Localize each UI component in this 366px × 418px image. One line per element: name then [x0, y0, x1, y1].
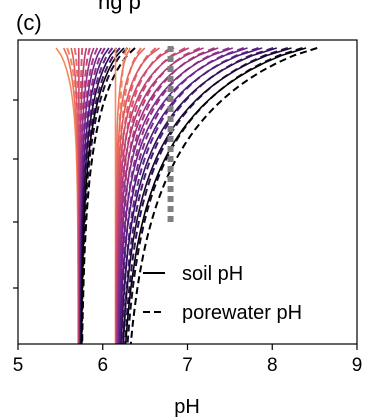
axes: 5 6 7 8 9 — [13, 99, 363, 376]
soil-curve — [120, 47, 278, 345]
legend-label: porewater pH — [182, 302, 302, 324]
panel-label: (c) — [16, 10, 42, 35]
x-tick-label: 9 — [352, 355, 363, 376]
soil-curve — [116, 47, 219, 345]
x-axis-label: pH — [174, 396, 200, 418]
top-text: ng p — [98, 0, 141, 14]
x-tick-label: 8 — [267, 355, 278, 376]
porewater-curve — [129, 47, 318, 345]
soil-curve — [124, 47, 307, 345]
plot-frame — [17, 39, 358, 345]
porewater-curve — [118, 47, 201, 345]
x-tick-label: 7 — [182, 355, 193, 376]
legend: soil pH porewater pH — [143, 263, 302, 324]
porewater-curve — [119, 47, 215, 345]
soil-curve — [122, 47, 292, 345]
top-text-group: ng p — [98, 0, 141, 14]
legend-label: soil pH — [182, 263, 243, 285]
soil-curve — [119, 47, 263, 345]
porewater-curve — [122, 47, 274, 345]
curves — [55, 47, 318, 345]
x-tick-label: 5 — [13, 355, 24, 376]
soil-curve — [80, 47, 125, 345]
soil-curve — [117, 47, 234, 345]
porewater-curve — [81, 47, 136, 345]
x-tick-label: 6 — [97, 355, 108, 376]
